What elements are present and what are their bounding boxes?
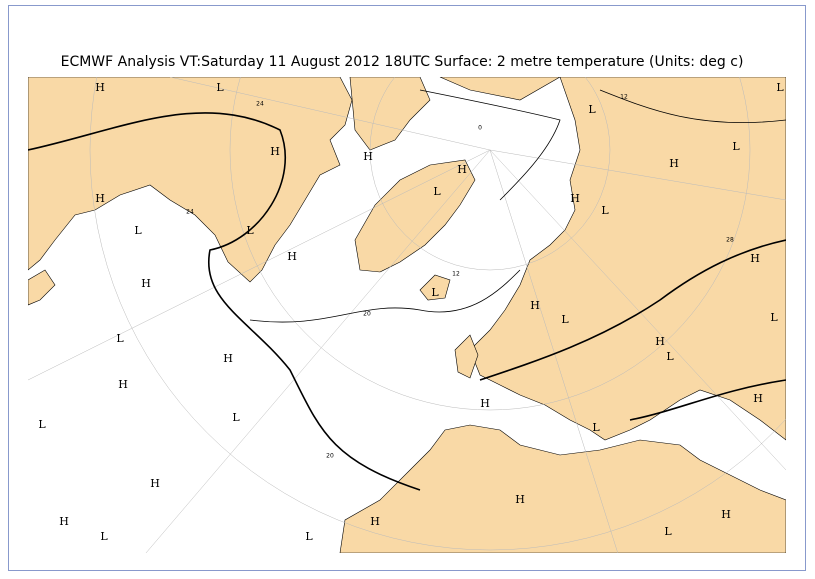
pressure-marker: L <box>588 103 596 116</box>
land <box>28 77 786 553</box>
contour-label: 24 <box>256 101 264 108</box>
pressure-marker: L <box>592 421 600 434</box>
pressure-marker: H <box>363 150 373 163</box>
contour-label: 20 <box>363 311 371 318</box>
pressure-marker: H <box>141 277 151 290</box>
pressure-marker: H <box>480 397 490 410</box>
map-title: ECMWF Analysis VT:Saturday 11 August 201… <box>61 54 744 70</box>
pressure-marker: L <box>770 311 778 324</box>
pressure-marker: H <box>59 515 69 528</box>
pressure-marker: H <box>270 145 280 158</box>
contour-label: 24 <box>186 209 194 216</box>
pressure-marker: L <box>666 350 674 363</box>
contour-label: 20 <box>326 453 334 460</box>
pressure-marker: H <box>287 250 297 263</box>
pressure-marker: L <box>216 81 224 94</box>
pressure-marker: L <box>305 530 313 543</box>
pressure-marker: H <box>150 477 160 490</box>
pressure-marker: H <box>95 192 105 205</box>
pressure-marker: L <box>100 530 108 543</box>
pressure-marker: L <box>732 140 740 153</box>
pressure-marker: L <box>232 411 240 424</box>
pressure-marker: H <box>118 378 128 391</box>
isotherms <box>28 89 786 491</box>
pressure-marker: H <box>95 81 105 94</box>
pressure-marker: H <box>223 352 233 365</box>
pressure-marker: L <box>431 286 439 299</box>
pressure-marker: H <box>570 192 580 205</box>
contour-label: 28 <box>726 237 734 244</box>
contour-labels: 24 12 0 12 20 24 28 20 <box>186 94 734 460</box>
pressure-marker: H <box>750 252 760 265</box>
pressure-marker: L <box>664 525 672 538</box>
pressure-marker: H <box>721 508 731 521</box>
pressure-marker: L <box>134 224 142 237</box>
pressure-marker: H <box>370 515 380 528</box>
pressure-marker: L <box>116 332 124 345</box>
pressure-marker: L <box>601 204 609 217</box>
pressure-marker: H <box>753 392 763 405</box>
pressure-marker: L <box>433 185 441 198</box>
pressure-marker: L <box>38 418 46 431</box>
pressure-marker: L <box>561 313 569 326</box>
pressure-marker: H <box>515 493 525 506</box>
pressure-marker: L <box>776 81 784 94</box>
contour-label: 12 <box>620 94 628 101</box>
pressure-marker: H <box>530 299 540 312</box>
pressure-marker: H <box>669 157 679 170</box>
pressure-marker: H <box>655 335 665 348</box>
pressure-marker: H <box>457 163 467 176</box>
contour-label: 12 <box>452 271 460 278</box>
graticule <box>28 77 786 553</box>
pressure-marker: L <box>246 224 254 237</box>
contour-label: 0 <box>478 125 482 132</box>
